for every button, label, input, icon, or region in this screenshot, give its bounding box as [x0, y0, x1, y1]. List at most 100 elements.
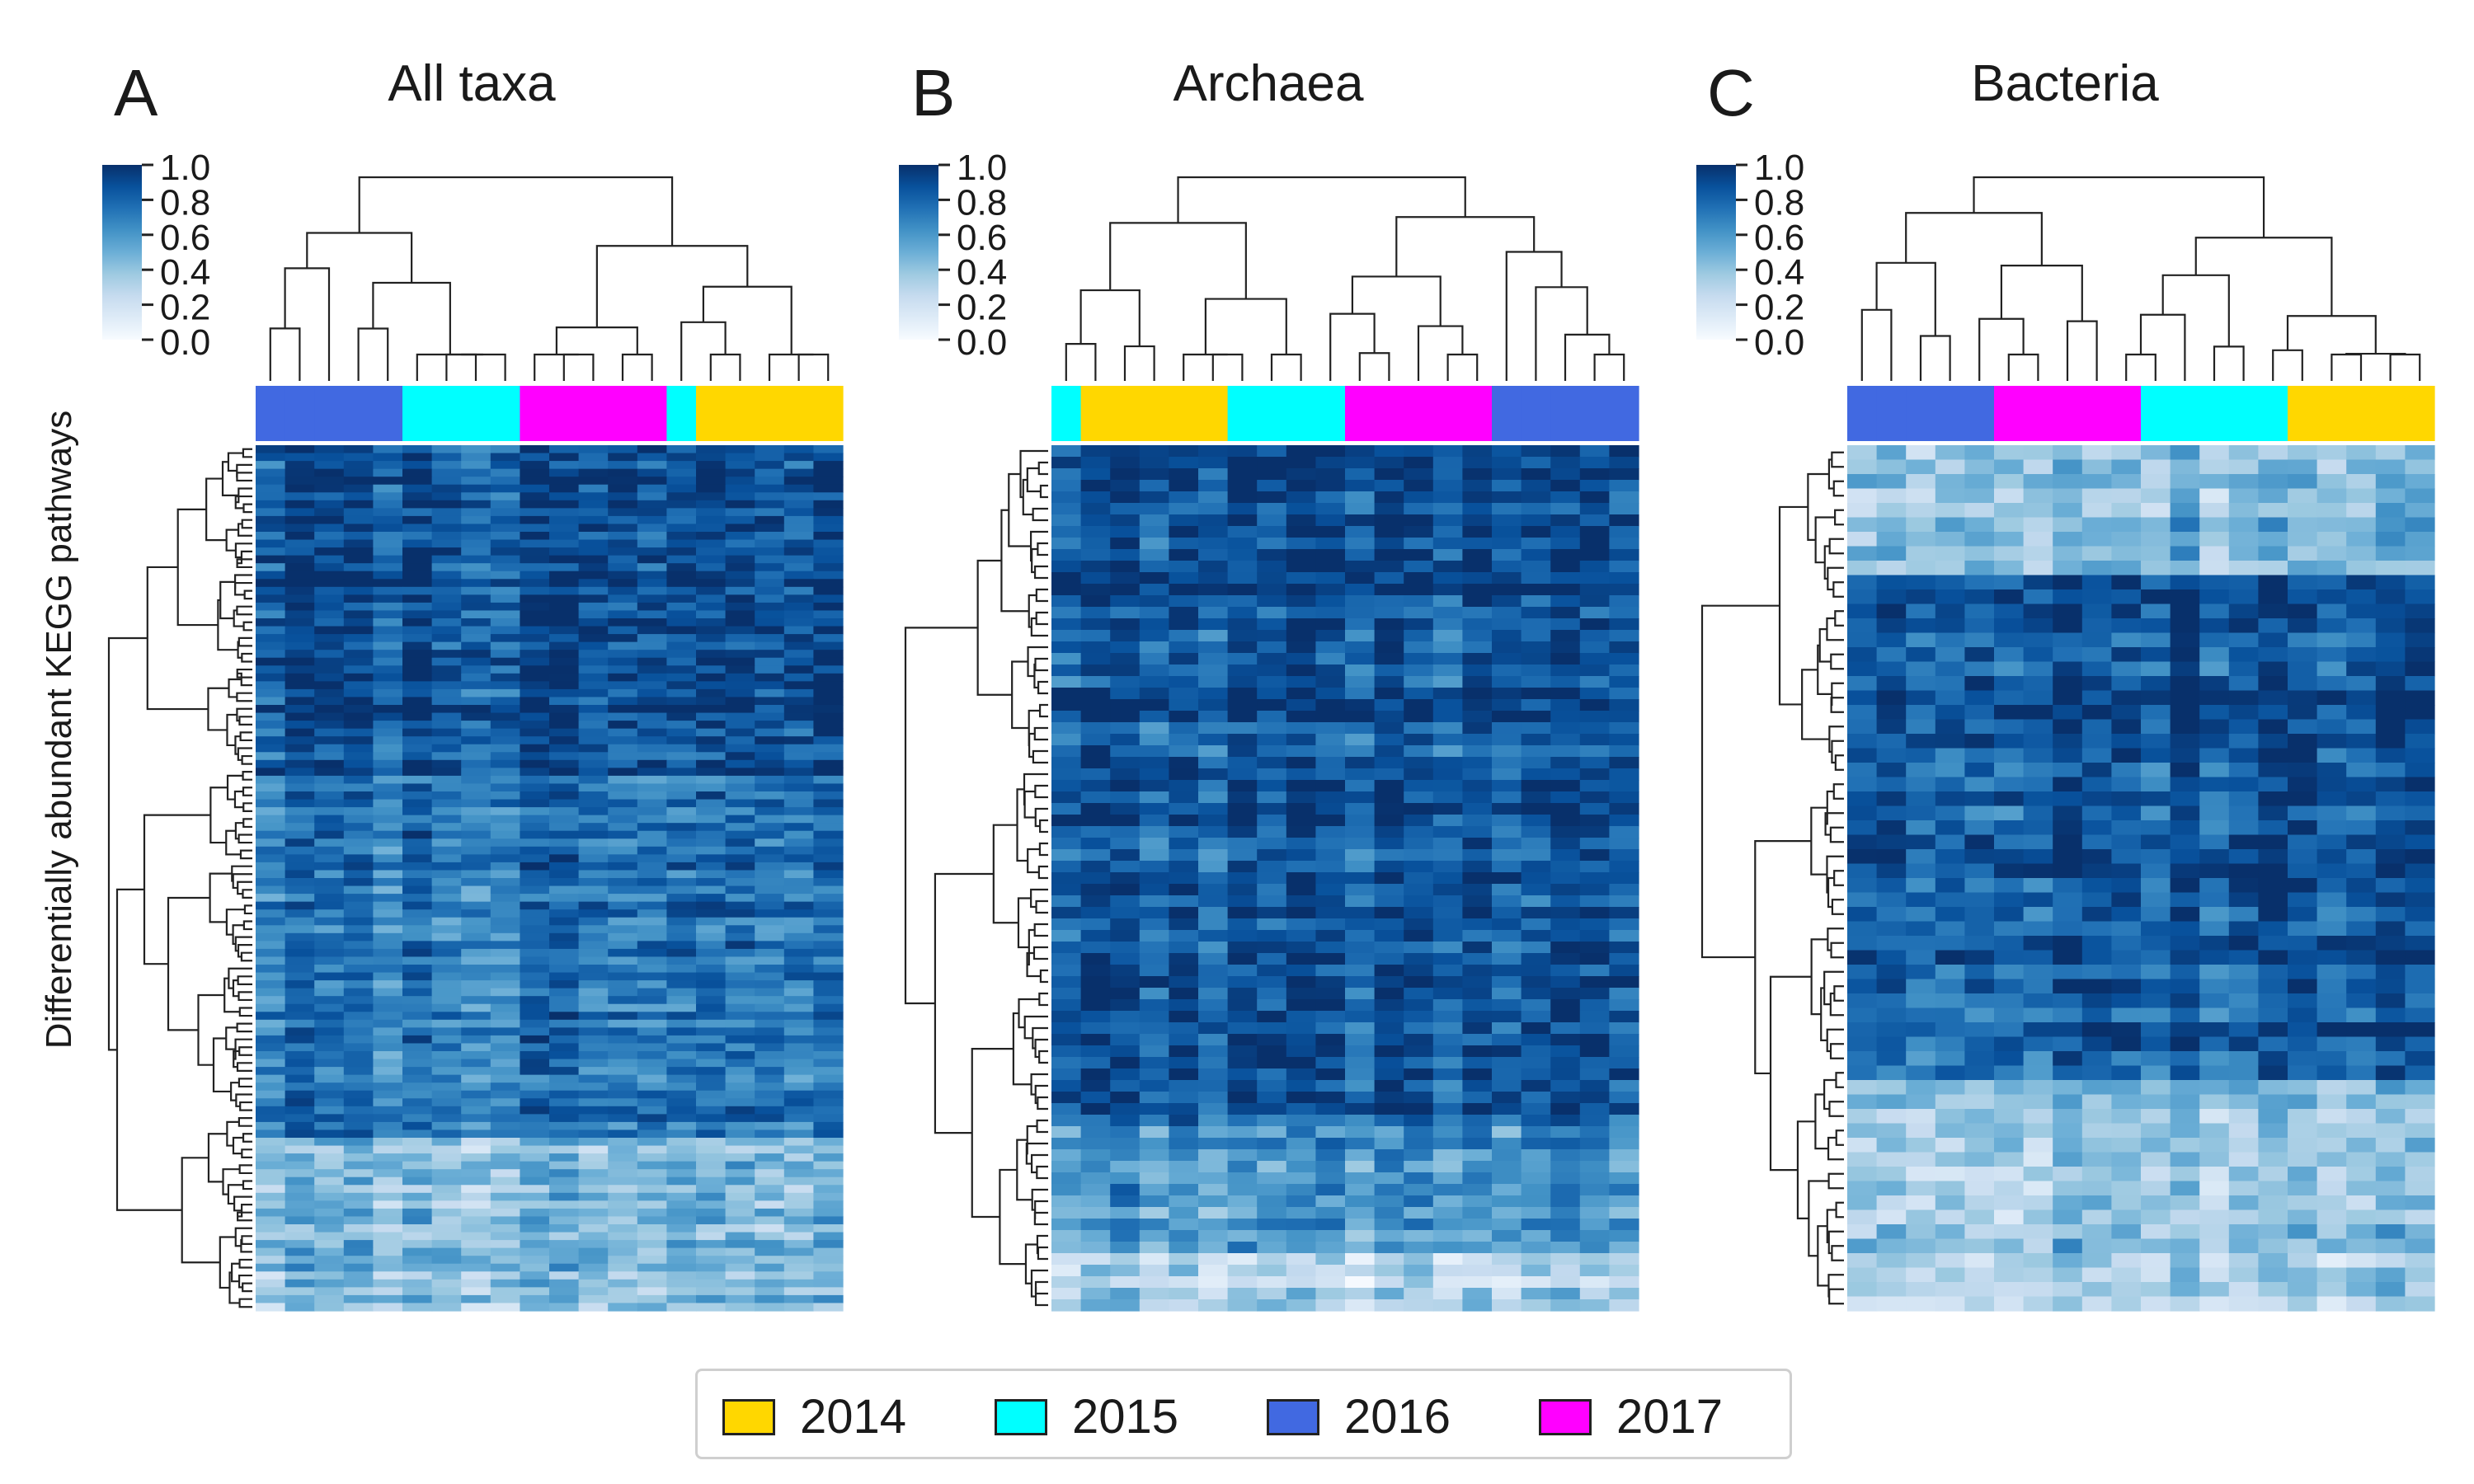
- heatmap-cell: [1550, 1161, 1581, 1173]
- heatmap-cell: [637, 1145, 667, 1154]
- heatmap-cell: [2141, 748, 2171, 763]
- heatmap-cell: [637, 1082, 667, 1092]
- heatmap-cell: [2258, 892, 2288, 908]
- heatmap-cell: [1492, 445, 1522, 458]
- heatmap-cell: [1198, 884, 1229, 896]
- heatmap-cell: [2053, 950, 2083, 965]
- heatmap-cell: [314, 1216, 345, 1225]
- heatmap-cell: [1404, 699, 1434, 711]
- heatmap-cell: [1521, 884, 1551, 896]
- heatmap-cell: [2170, 603, 2200, 619]
- heatmap-cell: [1257, 1011, 1287, 1023]
- heatmap-cell: [2288, 575, 2318, 590]
- heatmap-cell: [431, 555, 462, 564]
- heatmap-cell: [578, 815, 609, 824]
- heatmap-cell: [637, 846, 667, 855]
- heatmap-cell: [1051, 722, 1082, 735]
- dendrogram-branch: [1034, 657, 1048, 672]
- heatmap-cell: [314, 1098, 345, 1107]
- heatmap-cell: [1579, 607, 1610, 619]
- heatmap-cell: [549, 1027, 580, 1036]
- heatmap-cell: [1051, 826, 1082, 838]
- heatmap-cell: [431, 815, 462, 824]
- heatmap-cell: [2228, 546, 2259, 561]
- heatmap-cell: [1906, 834, 1936, 850]
- heatmap-cell: [1257, 1057, 1287, 1069]
- heatmap-cell: [755, 602, 785, 612]
- heatmap-cell: [1286, 780, 1316, 792]
- heatmap-cell: [1345, 734, 1376, 746]
- heatmap-cell: [402, 697, 433, 706]
- heatmap-cell: [520, 1138, 550, 1147]
- heatmap-cell: [285, 1185, 315, 1194]
- heatmap-cell: [2111, 820, 2142, 836]
- heatmap-cell: [402, 1043, 433, 1052]
- heatmap-cell: [1462, 722, 1493, 735]
- heatmap-cell: [1579, 445, 1610, 458]
- heatmap-cell: [431, 728, 462, 737]
- heatmap-cell: [1994, 1022, 2025, 1038]
- heatmap-cell: [1404, 1184, 1434, 1196]
- heatmap-cell: [343, 461, 374, 470]
- heatmap-cell: [343, 1035, 374, 1045]
- heatmap-cell: [1374, 584, 1404, 596]
- heatmap-cell: [1994, 834, 2025, 850]
- heatmap-cell: [1198, 1219, 1229, 1231]
- heatmap-cell: [1994, 561, 2025, 576]
- heatmap-cell: [1550, 1022, 1581, 1035]
- heatmap-cell: [1404, 768, 1434, 781]
- heatmap-cell: [578, 728, 609, 737]
- heatmap-cell: [1521, 641, 1551, 654]
- dendrogram-branch: [971, 1048, 1014, 1219]
- heatmap-cell: [1286, 1253, 1316, 1266]
- heatmap-cell: [373, 1114, 403, 1123]
- heatmap-cell: [431, 641, 462, 650]
- heatmap-cell: [490, 1216, 520, 1225]
- heatmap-cell: [431, 894, 462, 903]
- heatmap-cell: [1227, 780, 1258, 792]
- heatmap-cell: [1315, 930, 1346, 942]
- heatmap-cell: [1080, 826, 1111, 838]
- heatmap-cell: [813, 996, 844, 1005]
- heatmap-cell: [2199, 936, 2230, 951]
- heatmap-cell: [1462, 861, 1493, 873]
- heatmap-cell: [461, 759, 492, 768]
- heatmap-cell: [1315, 1242, 1346, 1254]
- heatmap-cell: [666, 594, 697, 603]
- heatmap-cell: [813, 1035, 844, 1045]
- heatmap-cell: [1935, 863, 1965, 879]
- heatmap-cell: [520, 932, 550, 942]
- heatmap-cell: [2199, 1094, 2230, 1110]
- heatmap-cell: [578, 634, 609, 643]
- heatmap-cell: [578, 1082, 609, 1092]
- heatmap-cell: [1139, 503, 1169, 515]
- heatmap-cell: [637, 610, 667, 619]
- heatmap-cell: [490, 1121, 520, 1131]
- heatmap-cell: [1609, 861, 1639, 873]
- heatmap-cell: [2258, 661, 2288, 677]
- heatmap-cell: [1906, 546, 1936, 561]
- heatmap-cell: [2375, 517, 2406, 533]
- heatmap-cell: [666, 492, 697, 501]
- heatmap-cell: [608, 1224, 638, 1233]
- heatmap-cell: [520, 941, 550, 950]
- heatmap-cell: [666, 1153, 697, 1162]
- heatmap-cell: [1051, 976, 1082, 989]
- heatmap-cell: [1345, 745, 1376, 758]
- heatmap-cell: [2023, 532, 2053, 547]
- heatmap-cell: [1935, 805, 1965, 821]
- colorbar-tick-label: 0.4: [160, 252, 210, 293]
- heatmap-cell: [1345, 1288, 1376, 1300]
- heatmap-cell: [1404, 1138, 1434, 1150]
- heatmap-cell: [431, 634, 462, 643]
- heatmap-cell: [2053, 1080, 2083, 1096]
- heatmap-cell: [549, 641, 580, 650]
- heatmap-cell: [578, 1247, 609, 1256]
- heatmap-cell: [608, 453, 638, 462]
- heatmap-cell: [461, 555, 492, 564]
- heatmap-cell: [490, 854, 520, 863]
- heatmap-cell: [2170, 878, 2200, 894]
- heatmap-cell: [461, 768, 492, 777]
- heatmap-cell: [1315, 745, 1346, 758]
- heatmap-cell: [431, 1287, 462, 1296]
